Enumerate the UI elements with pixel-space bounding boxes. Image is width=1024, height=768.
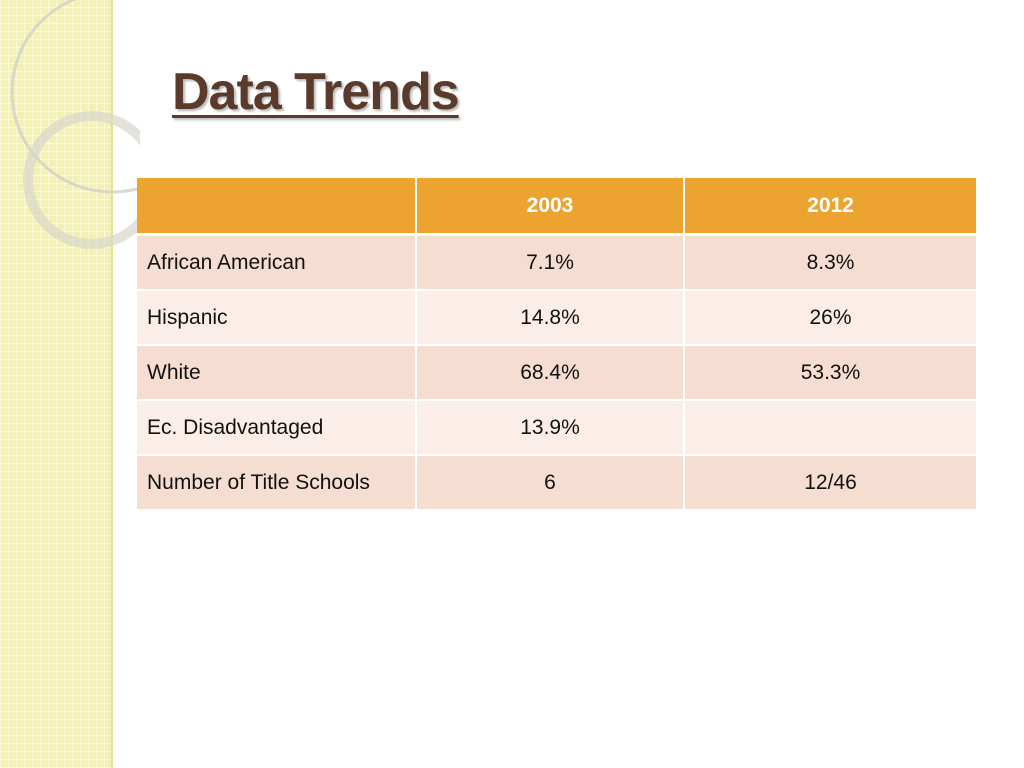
- cell-2012: [684, 400, 976, 456]
- header-cell-2003: 2003: [416, 178, 685, 236]
- decorative-circles: [10, 0, 140, 249]
- cell-2003: 68.4%: [416, 345, 685, 401]
- row-label: Hispanic: [137, 290, 417, 346]
- cell-2003: 7.1%: [416, 234, 685, 291]
- table-header-row: 2003 2012: [137, 178, 976, 236]
- row-label: African American: [137, 234, 417, 291]
- slide-title: Data Trends: [172, 63, 460, 121]
- table-row: Ec. Disadvantaged 13.9%: [137, 400, 976, 456]
- cell-2012: 12/46: [684, 455, 976, 509]
- row-label: Ec. Disadvantaged: [137, 400, 417, 456]
- cell-2012: 26%: [684, 290, 976, 346]
- cell-2003: 13.9%: [416, 400, 685, 456]
- header-cell-label: [137, 178, 417, 236]
- table-row: Hispanic 14.8% 26%: [137, 290, 976, 346]
- row-label: White: [137, 345, 417, 401]
- row-label: Number of Title Schools: [137, 455, 417, 509]
- cell-2012: 8.3%: [684, 234, 976, 291]
- table-row: White 68.4% 53.3%: [137, 345, 976, 401]
- table-row: Number of Title Schools 6 12/46: [137, 455, 976, 509]
- table-row: African American 7.1% 8.3%: [137, 234, 976, 291]
- header-cell-2012: 2012: [684, 178, 976, 236]
- cell-2003: 14.8%: [416, 290, 685, 346]
- data-table: 2003 2012 African American 7.1% 8.3% His…: [137, 178, 976, 509]
- cell-2012: 53.3%: [684, 345, 976, 401]
- cell-2003: 6: [416, 455, 685, 509]
